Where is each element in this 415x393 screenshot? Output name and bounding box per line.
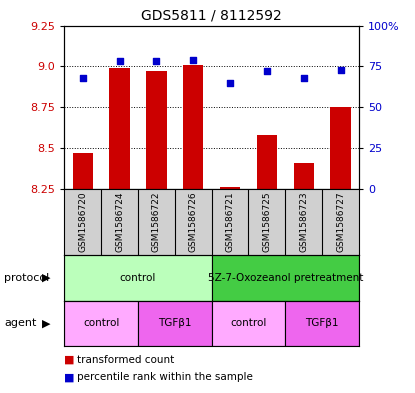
Text: control: control — [83, 318, 120, 328]
Text: transformed count: transformed count — [77, 354, 174, 365]
Text: agent: agent — [4, 318, 37, 328]
Text: GSM1586723: GSM1586723 — [299, 192, 308, 252]
Bar — [212, 301, 286, 346]
Point — [264, 68, 270, 74]
Text: control: control — [120, 273, 156, 283]
Bar — [286, 301, 359, 346]
Bar — [293, 163, 314, 189]
Text: ■: ■ — [64, 372, 75, 382]
Text: TGFβ1: TGFβ1 — [305, 318, 339, 328]
Bar — [138, 301, 212, 346]
Bar — [73, 153, 93, 189]
Text: GSM1586725: GSM1586725 — [262, 192, 271, 252]
Point — [227, 79, 233, 86]
Title: GDS5811 / 8112592: GDS5811 / 8112592 — [141, 9, 282, 23]
Text: GSM1586726: GSM1586726 — [189, 192, 198, 252]
Bar — [330, 107, 351, 189]
Text: GSM1586721: GSM1586721 — [226, 192, 234, 252]
Bar — [212, 255, 359, 301]
Text: ■: ■ — [64, 354, 75, 365]
Point — [337, 66, 344, 73]
Point — [153, 58, 160, 64]
Text: GSM1586724: GSM1586724 — [115, 192, 124, 252]
Bar — [146, 71, 166, 189]
Text: control: control — [230, 318, 267, 328]
Bar — [183, 65, 203, 189]
Point — [79, 75, 86, 81]
Bar — [64, 255, 212, 301]
Bar — [257, 135, 277, 189]
Text: ▶: ▶ — [42, 273, 50, 283]
Text: GSM1586720: GSM1586720 — [78, 192, 87, 252]
Point — [300, 75, 307, 81]
Text: TGFβ1: TGFβ1 — [158, 318, 192, 328]
Point — [190, 57, 197, 63]
Point — [116, 58, 123, 64]
Text: 5Z-7-Oxozeanol pretreatment: 5Z-7-Oxozeanol pretreatment — [208, 273, 363, 283]
Bar — [110, 68, 130, 189]
Text: protocol: protocol — [4, 273, 49, 283]
Text: GSM1586727: GSM1586727 — [336, 192, 345, 252]
Bar — [64, 301, 138, 346]
Text: ▶: ▶ — [42, 318, 50, 328]
Text: percentile rank within the sample: percentile rank within the sample — [77, 372, 253, 382]
Bar — [220, 187, 240, 189]
Text: GSM1586722: GSM1586722 — [152, 192, 161, 252]
